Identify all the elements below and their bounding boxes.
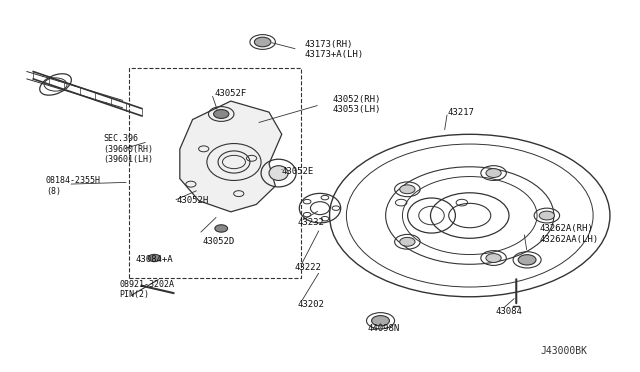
Circle shape xyxy=(518,255,536,265)
Circle shape xyxy=(400,237,415,246)
Text: 43084: 43084 xyxy=(495,307,522,316)
Text: 08184-2355H
(8): 08184-2355H (8) xyxy=(46,176,101,196)
Circle shape xyxy=(372,315,390,326)
Text: 43084+A: 43084+A xyxy=(135,255,173,264)
Circle shape xyxy=(254,37,271,47)
Circle shape xyxy=(400,185,415,194)
Text: 43232: 43232 xyxy=(298,218,324,227)
Text: 43222: 43222 xyxy=(294,263,321,272)
Text: SEC.396
(39600(RH)
(39601(LH): SEC.396 (39600(RH) (39601(LH) xyxy=(103,134,154,164)
Text: 43052D: 43052D xyxy=(202,237,234,246)
Text: 43173(RH)
43173+A(LH): 43173(RH) 43173+A(LH) xyxy=(304,40,363,59)
Circle shape xyxy=(486,254,501,263)
Text: 43202: 43202 xyxy=(298,300,324,309)
Text: 43052E: 43052E xyxy=(282,167,314,176)
Circle shape xyxy=(215,225,228,232)
Polygon shape xyxy=(180,101,282,212)
Bar xyxy=(129,68,301,278)
Text: 43052H: 43052H xyxy=(177,196,209,205)
Circle shape xyxy=(148,254,161,262)
Circle shape xyxy=(486,169,501,177)
Text: J43000BK: J43000BK xyxy=(541,346,588,356)
Text: 08921-3202A
PIN(2): 08921-3202A PIN(2) xyxy=(119,280,174,299)
Circle shape xyxy=(214,110,229,118)
Circle shape xyxy=(540,211,554,220)
Text: 43052(RH)
43053(LH): 43052(RH) 43053(LH) xyxy=(333,95,381,115)
Text: 43052F: 43052F xyxy=(215,89,247,98)
Ellipse shape xyxy=(269,166,288,180)
Text: 43217: 43217 xyxy=(447,108,474,117)
Text: 43262A(RH)
43262AA(LH): 43262A(RH) 43262AA(LH) xyxy=(540,224,599,244)
Text: 44098N: 44098N xyxy=(368,324,400,333)
